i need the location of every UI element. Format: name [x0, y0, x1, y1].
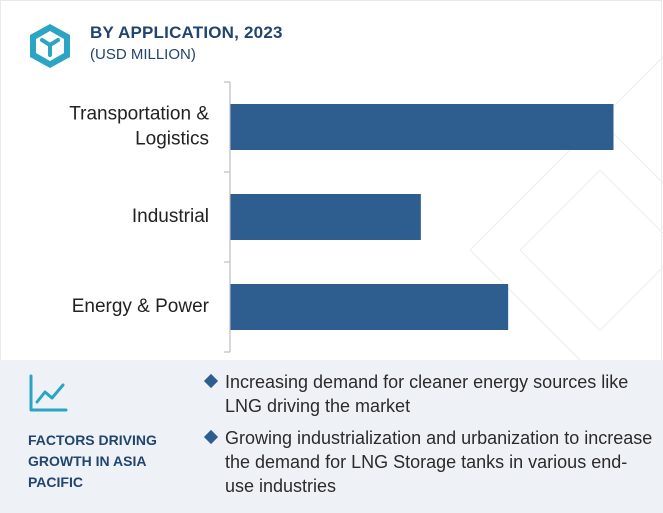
- category-label: Logistics: [135, 129, 209, 150]
- trend-chart-icon: [29, 374, 68, 412]
- bar: [230, 284, 509, 330]
- bar: [230, 194, 421, 240]
- category-label: Energy & Power: [72, 296, 210, 317]
- chart-title: BY APPLICATION, 2023: [90, 23, 283, 42]
- factor-list: Increasing demand for cleaner energy sou…: [203, 370, 653, 506]
- factors-label: FACTORS DRIVING GROWTH IN ASIA PACIFIC: [28, 432, 157, 490]
- brand-logo-icon: [30, 24, 70, 68]
- factor-text: Increasing demand for cleaner energy sou…: [225, 372, 629, 416]
- category-label: Transportation &: [69, 104, 209, 125]
- bar-chart: Transportation & Logistics Industrial Energ…: [69, 81, 614, 353]
- diamond-bullet-icon: [203, 429, 219, 445]
- diamond-bullet-icon: [203, 373, 219, 389]
- chart-subtitle: (USD MILLION): [90, 46, 196, 63]
- footer-panel: [0, 360, 663, 513]
- factor-text: Growing industrialization and urbanizati…: [225, 428, 653, 496]
- factor-item: Growing industrialization and urbanizati…: [203, 426, 653, 498]
- factor-item: Increasing demand for cleaner energy sou…: [203, 370, 653, 418]
- category-label: Industrial: [132, 206, 209, 227]
- bar: [230, 104, 614, 150]
